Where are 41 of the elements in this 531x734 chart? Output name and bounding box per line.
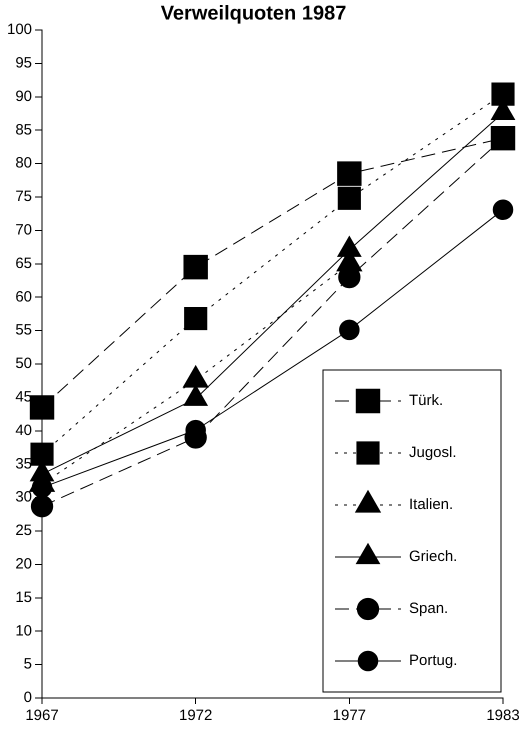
y-tick-label: 25 [15, 522, 32, 540]
legend-label: Span. [409, 600, 448, 618]
y-tick-label: 75 [15, 188, 32, 206]
point [338, 186, 361, 210]
x-tick-label: 1972 [178, 707, 212, 724]
y-tick-label: 30 [15, 488, 32, 506]
legend-label: Türk. [409, 392, 444, 410]
y-tick-label: 20 [15, 556, 32, 573]
x-tick-label: 1983 [486, 707, 520, 724]
y-tick-label: 10 [15, 622, 32, 640]
legend-label: Italien. [409, 496, 454, 514]
point [491, 82, 515, 106]
y-tick-label: 60 [15, 288, 32, 306]
legend-label: Portug. [409, 652, 458, 670]
point [339, 320, 360, 340]
y-tick-label: 15 [15, 588, 32, 606]
y-tick-label: 65 [15, 254, 32, 272]
x-tick-label: 1977 [332, 707, 366, 724]
chart-title: Verweilquoten 1987 [160, 2, 346, 25]
point [183, 254, 208, 280]
point [184, 307, 208, 330]
point [337, 161, 362, 186]
y-tick-label: 50 [15, 355, 32, 372]
y-tick-label: 85 [15, 121, 32, 138]
y-tick-label: 80 [15, 154, 32, 172]
point [492, 199, 514, 220]
point [30, 442, 54, 466]
point [30, 395, 54, 420]
y-tick-label: 0 [24, 689, 32, 706]
y-tick-label: 5 [24, 656, 32, 673]
y-tick-label: 40 [15, 422, 32, 439]
y-tick-label: 100 [6, 21, 32, 38]
x-tick-label: 1967 [25, 707, 59, 724]
y-tick-label: 90 [15, 88, 32, 105]
y-tick-label: 35 [15, 455, 32, 472]
legend-label: Jugosl. [409, 444, 457, 462]
y-tick-label: 55 [15, 322, 32, 339]
y-tick-label: 95 [15, 54, 32, 72]
point [30, 495, 54, 518]
legend-label: Griech. [409, 548, 458, 566]
y-tick-label: 70 [15, 222, 32, 239]
